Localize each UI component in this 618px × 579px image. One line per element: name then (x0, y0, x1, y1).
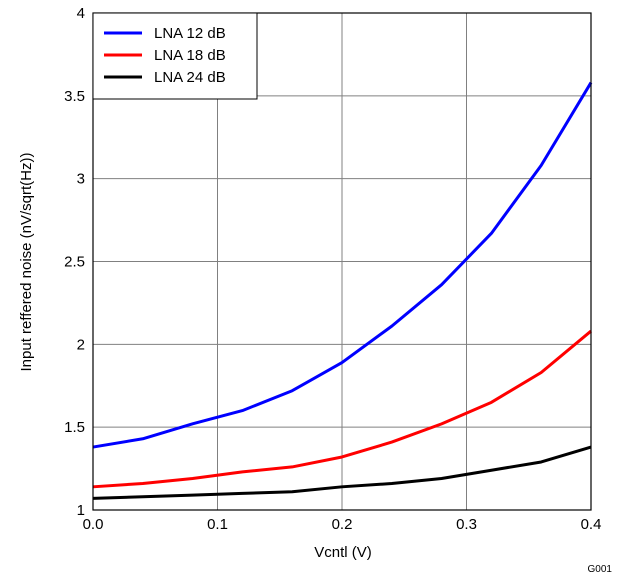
y-tick-label: 4 (77, 5, 85, 22)
x-tick-label: 0.0 (83, 516, 104, 533)
x-tick-label: 0.1 (207, 516, 228, 533)
series-line-3 (92, 445, 592, 500)
y-tick-label: 1 (77, 502, 85, 519)
y-tick-label: 1.5 (64, 419, 85, 436)
x-axis-label: Vcntl (V) (314, 544, 372, 561)
y-axis-label: Input reffered noise (nV/sqrt(Hz)) (18, 153, 35, 372)
x-tick-labels: 0.0 0.1 0.2 0.3 0.4 (83, 516, 602, 533)
y-tick-label: 2.5 (64, 254, 85, 271)
series-line-1 (92, 81, 593, 449)
legend-entry: LNA 24 dB (154, 69, 226, 86)
y-tick-label: 3.5 (64, 88, 85, 105)
x-tick-label: 0.2 (332, 516, 353, 533)
y-tick-label: 2 (77, 336, 85, 353)
legend-entry: LNA 18 dB (154, 47, 226, 64)
y-tick-label: 3 (77, 171, 85, 188)
figure-code: G001 (588, 564, 613, 575)
y-tick-labels: 1 1.5 2 2.5 3 3.5 4 (64, 5, 85, 519)
plot-frame (92, 12, 592, 511)
x-tick-label: 0.4 (581, 516, 602, 533)
legend-entry: LNA 12 dB (154, 25, 226, 42)
series-lines (92, 81, 593, 500)
x-tick-label: 0.3 (456, 516, 477, 533)
legend: LNA 12 dB LNA 18 dB LNA 24 dB (92, 12, 258, 100)
series-line-2 (92, 329, 592, 489)
